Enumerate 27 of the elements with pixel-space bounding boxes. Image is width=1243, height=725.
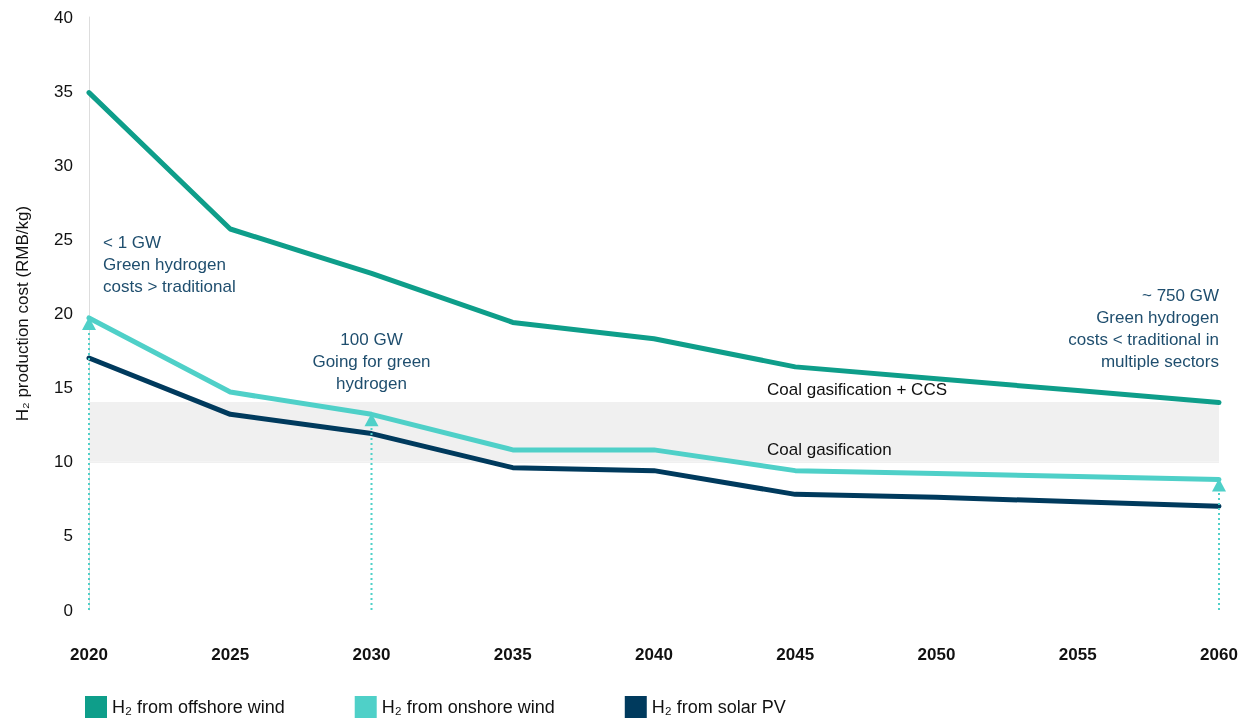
x-tick-label: 2045 xyxy=(776,645,815,664)
y-axis-title: H₂ production cost (RMB/kg) xyxy=(13,205,32,422)
ref-line-label: Coal gasification + CCS xyxy=(767,380,948,400)
y-tick-label: 10 xyxy=(54,452,73,472)
y-tick-label: 15 xyxy=(54,378,73,398)
ref-line-label: Coal gasification xyxy=(767,439,892,459)
x-tick-label: 2020 xyxy=(70,645,108,664)
x-tick-label: 2050 xyxy=(917,645,956,664)
y-tick-label: 0 xyxy=(63,600,73,620)
y-tick-label: 5 xyxy=(63,526,73,546)
y-tick-label: 20 xyxy=(54,304,73,323)
y-tick-label: 35 xyxy=(54,81,73,101)
annotation: < 1 GW Green hydrogen costs > traditional xyxy=(103,233,236,297)
annotation: 100 GW Going for green hydrogen xyxy=(312,329,431,393)
x-tick-label: 2040 xyxy=(635,645,673,664)
x-tick-label: 2025 xyxy=(211,645,250,664)
x-tick-label: 2060 xyxy=(1200,645,1238,664)
x-tick-label: 2035 xyxy=(493,645,532,664)
annotation: ~ 750 GW Green hydrogen costs < traditional in multiple sectors xyxy=(1068,285,1219,371)
x-tick-label: 2055 xyxy=(1058,645,1097,664)
y-tick-label: 25 xyxy=(54,229,73,249)
legend-label: H₂ from offshore wind xyxy=(112,697,285,717)
legend-label: H₂ from solar PV xyxy=(651,697,786,717)
y-tick-label: 40 xyxy=(54,7,73,27)
legend-label: H₂ from onshore wind xyxy=(381,697,555,717)
x-tick-label: 2030 xyxy=(352,645,391,664)
y-tick-label: 30 xyxy=(54,155,73,175)
